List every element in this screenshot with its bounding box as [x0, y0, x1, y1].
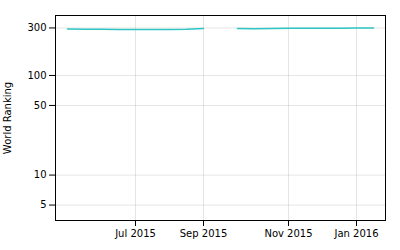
- svg-text:Jul 2015: Jul 2015: [114, 228, 156, 239]
- svg-text:Jan 2016: Jan 2016: [333, 228, 378, 239]
- svg-text:10: 10: [34, 169, 47, 180]
- svg-text:World Ranking: World Ranking: [2, 82, 13, 154]
- svg-text:300: 300: [27, 22, 46, 33]
- svg-text:5: 5: [40, 199, 46, 210]
- svg-text:Nov 2015: Nov 2015: [264, 228, 312, 239]
- svg-text:50: 50: [34, 100, 47, 111]
- svg-text:Sep 2015: Sep 2015: [180, 228, 227, 239]
- svg-text:100: 100: [27, 70, 46, 81]
